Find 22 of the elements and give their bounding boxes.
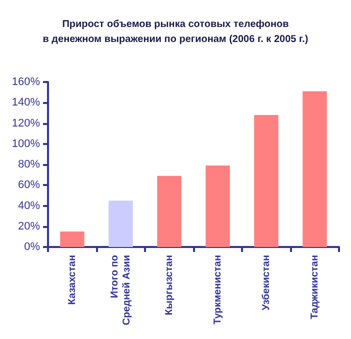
x-tick-label: Узбекистан bbox=[260, 255, 272, 310]
x-tick-label: Туркменистан bbox=[212, 255, 224, 324]
y-tick-label: 0% bbox=[24, 241, 40, 253]
x-tick-label: Казахстан bbox=[66, 255, 78, 305]
bar bbox=[254, 115, 278, 247]
bar bbox=[206, 166, 230, 247]
x-tick-label: Таджикистан bbox=[309, 255, 320, 320]
y-tick-label: 160% bbox=[12, 76, 40, 88]
chart-title: Прирост объемов рынка сотовых телефонов в денежном выражении по регионам (2006 г. к 2005 г.) bbox=[42, 19, 308, 45]
y-tick-label: 100% bbox=[12, 138, 40, 150]
bar bbox=[60, 232, 84, 247]
bar bbox=[108, 200, 133, 247]
bar bbox=[157, 176, 182, 247]
y-tick-label: 20% bbox=[18, 220, 40, 232]
x-tick-label: Итого по Средней Азии bbox=[109, 255, 132, 326]
y-tick-label: 60% bbox=[18, 179, 40, 192]
bar bbox=[302, 91, 327, 247]
y-tick-label: 120% bbox=[12, 117, 40, 130]
y-tick-label: 140% bbox=[12, 96, 40, 109]
y-tick-label: 80% bbox=[18, 158, 40, 170]
x-tick-label: Кыргызстан bbox=[164, 255, 175, 316]
y-tick-label: 40% bbox=[18, 200, 40, 212]
